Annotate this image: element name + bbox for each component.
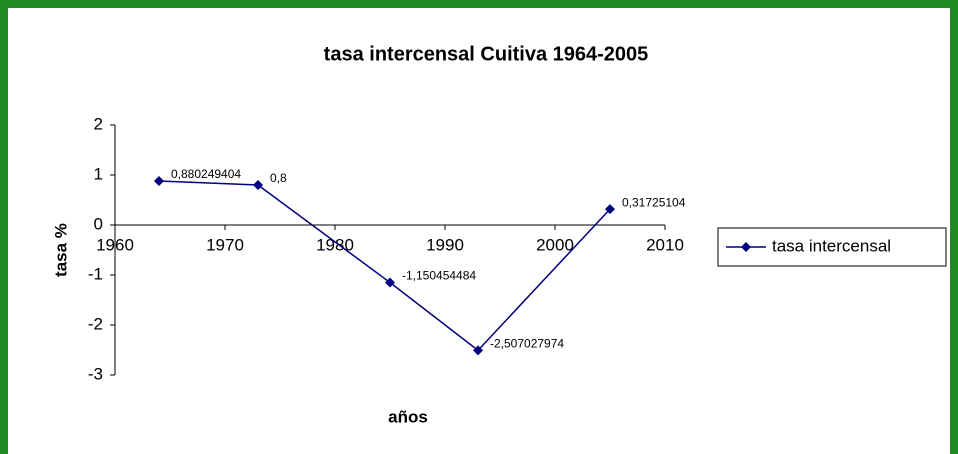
- data-label: 0,880249404: [171, 167, 241, 181]
- y-tick-label: -2: [88, 314, 103, 333]
- data-label: -1,150454484: [402, 269, 476, 283]
- data-label: 0,8: [270, 171, 287, 185]
- y-axis-label: tasa %: [51, 223, 70, 277]
- marker: [154, 175, 164, 186]
- x-tick-label: 1970: [206, 235, 244, 254]
- x-tick-label: 1990: [426, 235, 464, 254]
- data-label: -2,507027974: [490, 337, 564, 351]
- y-tick-label: -1: [88, 264, 103, 283]
- marker: [253, 180, 263, 190]
- legend-marker: [741, 242, 751, 252]
- marker: [473, 345, 483, 356]
- y-tick-label: 2: [94, 114, 103, 133]
- x-tick-label: 1960: [96, 235, 134, 254]
- data-label: 0,31725104: [622, 195, 686, 209]
- chart-title: tasa intercensal Cuitiva 1964-2005: [324, 43, 649, 65]
- legend-label: tasa intercensal: [772, 236, 891, 255]
- marker: [605, 204, 615, 215]
- marker: [385, 277, 395, 288]
- y-tick-label: -3: [88, 364, 103, 383]
- y-tick-label: 1: [94, 164, 103, 183]
- y-tick-label: 0: [94, 214, 103, 233]
- x-tick-label: 2010: [646, 235, 684, 254]
- x-axis-label: años: [388, 407, 428, 426]
- x-tick-label: 2000: [536, 235, 574, 254]
